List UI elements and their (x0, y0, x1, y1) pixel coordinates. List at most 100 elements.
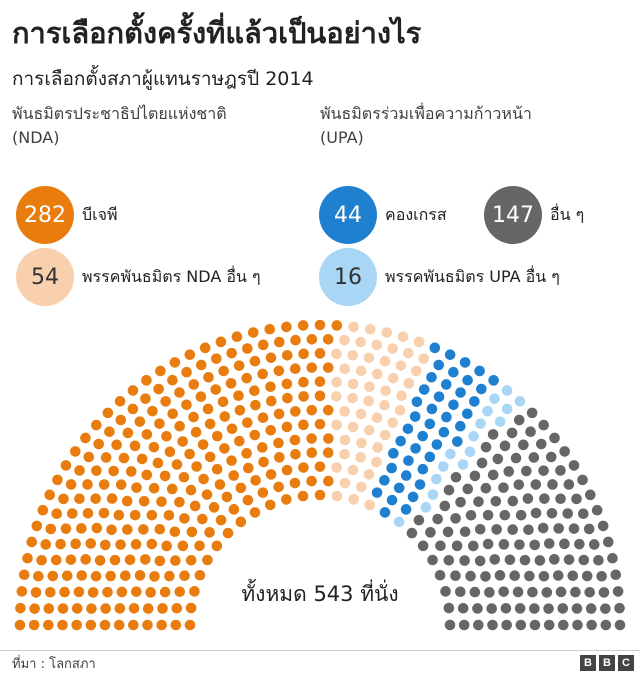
seat-others (538, 570, 550, 582)
seat-bjp (74, 493, 85, 505)
seat-bjp (138, 524, 149, 535)
seat-upa-others (494, 416, 506, 427)
legend-item-others: 147 อื่น ๆ (484, 186, 584, 244)
parliament-seat-chart (14, 320, 626, 631)
seat-others (596, 570, 607, 582)
seat-others (507, 495, 519, 507)
seat-others (491, 524, 502, 535)
seat-bjp (98, 507, 110, 519)
seat-others (476, 457, 488, 469)
seat-bjp (122, 524, 133, 535)
seat-bjp (243, 462, 254, 474)
seat-bjp (281, 494, 292, 505)
seat-bjp (166, 483, 178, 495)
seat-bjp (167, 374, 178, 386)
seat-bjp (177, 436, 188, 447)
seat-others (454, 586, 466, 598)
seat-bjp (314, 390, 326, 402)
seat-bjp (222, 527, 234, 539)
seat-congress (388, 448, 399, 459)
seat-nda-others (339, 406, 350, 417)
seat-bjp (65, 479, 77, 490)
seat-bjp (160, 396, 171, 407)
seat-bjp (163, 509, 175, 521)
seat-others (563, 479, 575, 490)
seat-bjp (113, 509, 125, 521)
seat-others (512, 586, 524, 598)
seat-bjp (177, 540, 189, 552)
seat-bjp (60, 460, 72, 471)
seat-bjp (197, 513, 208, 525)
seat-bjp (157, 603, 168, 614)
seat-bjp (225, 378, 237, 389)
seat-bjp (290, 406, 301, 417)
seat-bjp (91, 522, 103, 534)
seat-bjp (66, 508, 78, 519)
seat-nda-others (331, 462, 342, 473)
seat-congress (411, 396, 423, 408)
seat-others (570, 586, 581, 598)
seat-bjp (170, 619, 182, 631)
seat-bjp (155, 365, 166, 377)
seat-bjp (298, 419, 309, 431)
seat-bjp (125, 466, 137, 477)
seat-others (468, 540, 479, 552)
seat-bjp (265, 381, 276, 393)
seat-congress (393, 482, 405, 494)
seat-bjp (306, 333, 318, 345)
seat-bjp (82, 507, 94, 519)
seat-nda-others (418, 353, 430, 364)
seat-bjp (142, 619, 153, 631)
seat-others (572, 619, 583, 631)
seat-others (559, 446, 570, 457)
seat-bjp (60, 523, 72, 534)
seat-nda-others (403, 378, 415, 389)
legend-item-nda-others: 54 พรรคพันธมิตร NDA อื่น ๆ (16, 248, 261, 306)
seat-nda-others (387, 372, 399, 384)
total-seats-label: ทั้งหมด 543 ที่นั่ง (241, 582, 399, 606)
seat-bjp (191, 461, 202, 472)
seat-others (571, 603, 583, 614)
legend-badge-upa-others: 16 (319, 248, 377, 306)
seat-bjp (233, 360, 245, 371)
seat-bjp (43, 603, 55, 614)
seat-others (451, 540, 463, 552)
seat-others (440, 586, 451, 597)
seat-others (443, 555, 455, 566)
seat-congress (410, 443, 421, 454)
seat-others (500, 602, 512, 614)
seat-nda-others (364, 499, 376, 511)
seat-bjp (242, 494, 254, 506)
seat-bjp (100, 452, 112, 463)
seat-bjp (281, 321, 292, 333)
seat-others (413, 514, 425, 526)
seat-bjp (161, 430, 172, 442)
seat-bjp (322, 447, 334, 458)
seat-bjp (306, 362, 318, 373)
seat-nda-others (339, 363, 351, 374)
seat-bjp (120, 570, 131, 581)
seat-bjp (241, 372, 253, 384)
seat-bjp (179, 570, 190, 581)
seat-others (482, 538, 494, 550)
seat-bjp (134, 570, 146, 581)
seat-nda-others (347, 378, 359, 390)
seat-bjp (274, 336, 285, 348)
seat-nda-others (355, 452, 366, 463)
seat-others (458, 619, 470, 631)
seat-bjp (70, 446, 81, 457)
seat-others (439, 500, 451, 512)
seat-bjp (52, 474, 63, 486)
legend-label-nda-others: พรรคพันธมิตร NDA อื่น ๆ (82, 266, 261, 286)
seat-bjp (186, 526, 198, 538)
seat-others (529, 539, 541, 551)
seat-bjp (80, 554, 91, 565)
seat-bjp (233, 390, 244, 402)
seat-bjp (281, 421, 293, 433)
seat-bjp (141, 375, 152, 386)
seat-congress (452, 436, 463, 447)
seat-bjp (249, 385, 260, 396)
seat-upa-others (393, 516, 405, 528)
seat-nda-others (395, 360, 407, 371)
seat-nda-others (387, 417, 398, 428)
